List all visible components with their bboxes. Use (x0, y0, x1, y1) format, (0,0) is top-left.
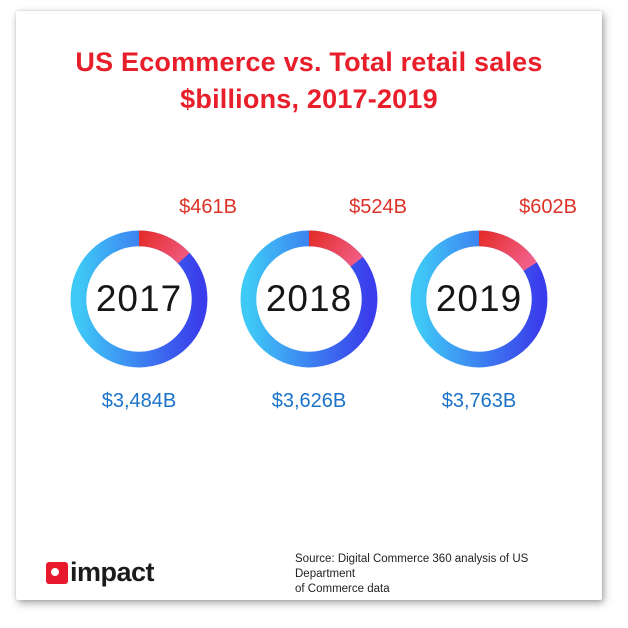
donut-chart-2018: 2018 (235, 225, 383, 373)
impact-logo-mark-icon (46, 561, 68, 584)
ecommerce-value-label: $602B (519, 196, 577, 218)
donut-chart-row: $461B 2017 $3,484B $524B 2018 $3,626B $6… (54, 196, 577, 413)
donut-ring (405, 225, 553, 378)
infographic-card: US Ecommerce vs. Total retail sales $bil… (16, 11, 602, 600)
total-value-label: $3,484B (101, 390, 177, 412)
source-attribution: Source: Digital Commerce 360 analysis of… (295, 552, 585, 597)
chart-title-line2: $billions, 2017-2019 (180, 84, 438, 114)
source-line2: of Commerce data (295, 583, 390, 595)
ecommerce-value-label: $461B (179, 196, 237, 218)
ecommerce-value-label: $524B (349, 196, 407, 218)
chart-title-line1: US Ecommerce vs. Total retail sales (75, 47, 543, 77)
donut-chart-2017: 2017 (65, 225, 213, 373)
chart-title: US Ecommerce vs. Total retail sales $bil… (16, 44, 602, 118)
donut-ring (235, 225, 383, 378)
donut-chart-2019: 2019 (405, 225, 553, 373)
total-value-label: $3,626B (271, 390, 347, 412)
impact-logo: impact (46, 557, 155, 588)
impact-logo-text: impact (70, 557, 155, 587)
donut-ring (65, 225, 213, 378)
donut-group-2017: $461B 2017 $3,484B (54, 196, 237, 413)
donut-group-2018: $524B 2018 $3,626B (224, 196, 407, 413)
donut-group-2019: $602B 2019 $3,763B (394, 196, 577, 413)
total-value-label: $3,763B (441, 390, 517, 412)
source-line1: Source: Digital Commerce 360 analysis of… (295, 553, 529, 580)
